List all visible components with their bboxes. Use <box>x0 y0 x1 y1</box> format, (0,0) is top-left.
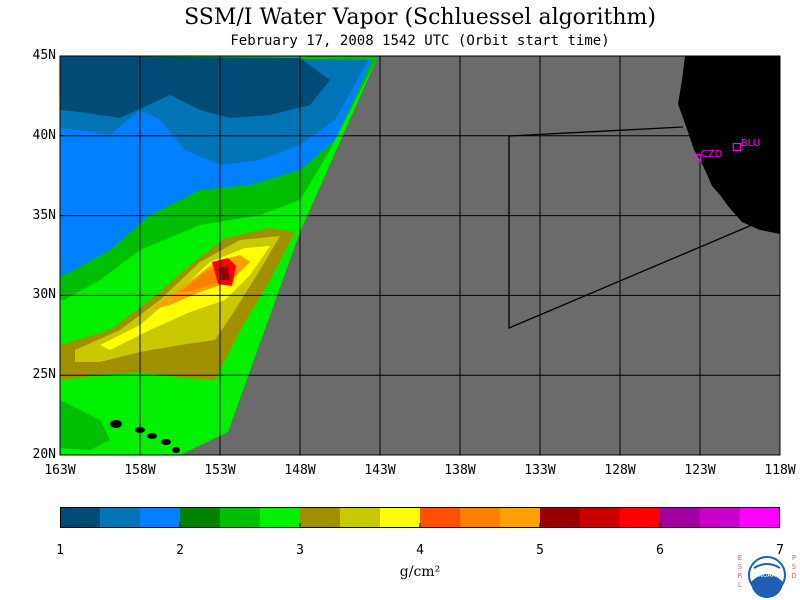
island-4 <box>161 439 171 445</box>
flight-track-north <box>508 126 684 137</box>
lat-tick-label: 30N <box>32 287 56 303</box>
station-label: BLU <box>741 138 760 149</box>
station-label: CZD <box>701 149 723 160</box>
lon-tick-label: 128W <box>604 463 636 478</box>
colorbar-swatch <box>700 507 741 528</box>
colorbar-swatch <box>340 507 381 528</box>
island-3 <box>147 433 157 439</box>
colorbar-swatch <box>380 507 421 528</box>
lon-tick-label: 133W <box>524 463 556 478</box>
lon-tick-label: 123W <box>684 463 716 478</box>
map-frame <box>59 55 781 456</box>
lon-tick-label: 118W <box>764 463 796 478</box>
colorbar-swatch <box>100 507 141 528</box>
lon-tick-label: 163W <box>44 463 76 478</box>
map-panel: CZD BLU <box>59 55 781 456</box>
chart-title: SSM/I Water Vapor (Schluessel algorithm) <box>184 5 656 30</box>
logo-esrl-text: S <box>738 563 743 571</box>
colorbar-swatch <box>300 507 341 528</box>
lon-tick-label: 158W <box>124 463 156 478</box>
lon-tick-label: 138W <box>444 463 476 478</box>
lat-tick-label: 25N <box>32 367 56 383</box>
colorbar-swatch <box>500 507 541 528</box>
colorbar-tick-label: 6 <box>656 543 664 558</box>
logo-bird <box>753 563 781 569</box>
colorbar-tick-label: 3 <box>296 543 304 558</box>
colorbar-swatch <box>220 507 261 528</box>
colorbar-tick-label: 5 <box>536 543 544 558</box>
lat-tick-label: 35N <box>32 207 56 223</box>
logo-psd-text: S <box>792 563 797 571</box>
wv-band-south-mid-green <box>60 400 110 450</box>
colorbar-swatch <box>660 507 701 528</box>
colorbar-swatch <box>620 507 661 528</box>
colorbar-unit: g/cm² <box>399 564 441 580</box>
colorbar-swatch <box>260 507 301 528</box>
colorbar-swatch <box>540 507 581 528</box>
lat-tick-label: 45N <box>32 48 56 63</box>
lon-tick-label: 153W <box>204 463 236 478</box>
colorbar-tick-label: 1 <box>56 543 64 558</box>
station-marker <box>732 142 741 152</box>
land-north-america <box>678 56 780 234</box>
logo-psd-text: P <box>792 554 796 562</box>
colorbar-swatch <box>180 507 221 528</box>
logo-wave <box>751 574 783 598</box>
logo-psd-text: D <box>791 572 796 580</box>
chart-subtitle: February 17, 2008 1542 UTC (Orbit start … <box>230 33 610 49</box>
colorbar <box>60 507 780 528</box>
island-5 <box>172 447 180 453</box>
flight-track <box>508 136 753 329</box>
island-1 <box>110 420 122 428</box>
station-marker <box>692 154 701 163</box>
colorbar-tick-label: 7 <box>776 543 784 558</box>
lon-tick-label: 143W <box>364 463 396 478</box>
colorbar-swatch <box>460 507 501 528</box>
lat-tick-label: 40N <box>32 127 56 143</box>
logo-esrl-text: E <box>738 554 742 562</box>
colorbar-tick-label: 2 <box>176 543 184 558</box>
colorbar-swatch <box>420 507 461 528</box>
lat-tick-label: 20N <box>32 447 56 462</box>
colorbar-swatch <box>140 507 181 528</box>
wv-plume-dark-red <box>218 266 230 280</box>
logo-esrl-text: L <box>738 581 742 589</box>
lon-tick-label: 148W <box>284 463 316 478</box>
water-vapor-map: CZD BLU <box>59 55 781 456</box>
logo-esrl-text: R <box>738 572 743 580</box>
colorbar-swatch <box>60 507 101 528</box>
colorbar-tick-label: 4 <box>416 543 424 558</box>
graticule <box>60 56 780 455</box>
colorbar-swatch <box>740 507 780 528</box>
logo-center-text: NOAA <box>758 572 776 579</box>
colorbar-swatch <box>580 507 621 528</box>
wv-band-dark-blue <box>60 56 330 118</box>
